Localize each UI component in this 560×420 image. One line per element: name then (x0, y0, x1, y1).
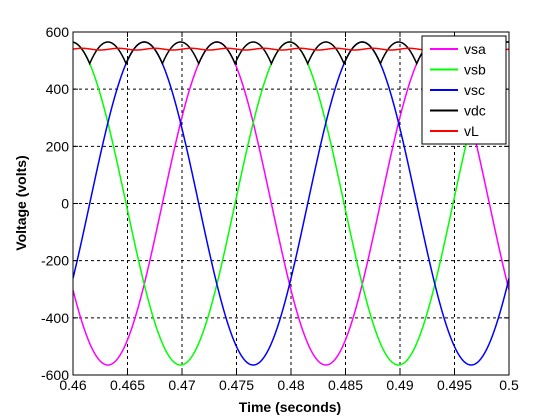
y-tick-labels: 600 400 200 0 -200 -400 -600 (41, 24, 69, 383)
y-tick-label: 0 (61, 196, 69, 212)
x-tick-label: 0.49 (386, 377, 413, 393)
x-tick-label: 0.475 (219, 377, 254, 393)
y-tick-label: 600 (46, 24, 70, 40)
legend-label-vL: vL (464, 123, 479, 139)
legend-label-vsa: vsa (464, 41, 486, 57)
legend-label-vdc: vdc (464, 103, 486, 119)
y-tick-label: -600 (41, 367, 69, 383)
x-tick-label: 0.495 (437, 377, 472, 393)
grid (73, 32, 509, 375)
y-tick-label: 400 (46, 81, 70, 97)
x-tick-label: 0.46 (59, 377, 86, 393)
x-tick-label: 0.465 (110, 377, 145, 393)
x-tick-label: 0.5 (499, 377, 519, 393)
x-tick-label: 0.48 (277, 377, 304, 393)
x-tick-label: 0.485 (328, 377, 363, 393)
x-axis-label: Time (seconds) (239, 399, 341, 415)
y-tick-label: -400 (41, 310, 69, 326)
x-tick-label: 0.47 (168, 377, 195, 393)
y-axis-label: Voltage (volts) (13, 155, 29, 250)
legend: vsa vsb vsc vdc vL (421, 35, 507, 145)
legend-label-vsb: vsb (464, 62, 486, 78)
y-tick-label: 200 (46, 138, 70, 154)
legend-label-vsc: vsc (464, 82, 485, 98)
y-tick-label: -200 (41, 253, 69, 269)
x-tick-labels: 0.46 0.465 0.47 0.475 0.48 0.485 0.49 0.495 0.5 (59, 377, 519, 393)
ticks (72, 31, 510, 376)
